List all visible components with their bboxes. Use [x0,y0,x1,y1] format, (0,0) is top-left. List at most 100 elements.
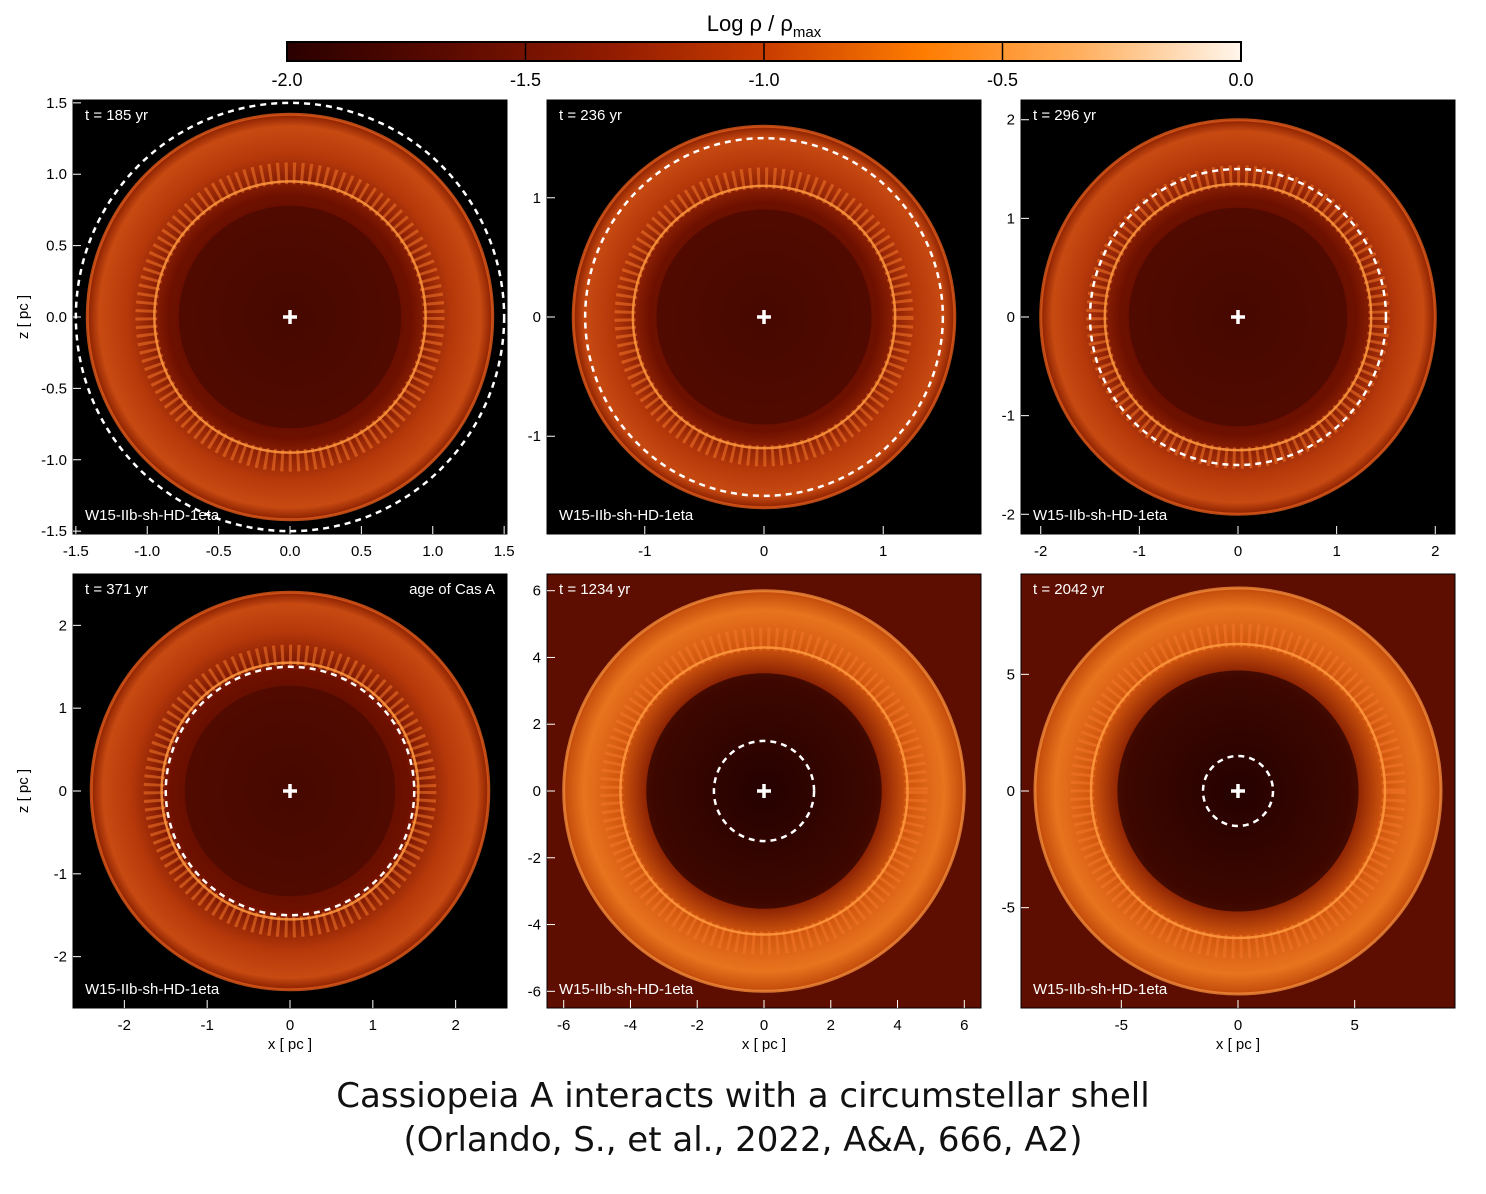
y-tick-label: -1.5 [41,523,67,540]
panel-1: t = 185 yr W15-IIb-sh-HD-1eta -1.5 -1.0 -0.5… [15,95,515,560]
y-tick-label: -6 [528,983,541,1000]
model-label: W15-IIb-sh-HD-1eta [85,981,220,998]
reverse-shock [631,184,897,450]
y-tick-label: -2 [54,949,67,966]
forward-shock [1033,586,1443,996]
x-tick-label: 1 [369,1017,377,1034]
x-tick-label: 0 [760,1017,768,1034]
x-tick-label: -5 [1115,1017,1128,1034]
y-tick-label: 4 [533,649,541,666]
y-tick-label: -2 [1002,506,1015,523]
x-tick-label: 0 [760,543,768,560]
y-tick-label: 5 [1007,666,1015,683]
x-tick-label: -2 [1034,543,1047,560]
time-label: t = 2042 yr [1033,581,1104,598]
ejecta-clumps [1070,623,1406,959]
model-label: W15-IIb-sh-HD-1eta [85,507,220,524]
x-tick-label: 0 [1234,1017,1242,1034]
shell-circle [1088,167,1388,467]
ejecta-clumps [143,644,437,938]
colorbar-tick-label: -2.0 [271,70,302,90]
shell-circle [1201,754,1275,828]
colorbar-label-sub: max [793,24,822,41]
x-tick-label: -2 [118,1017,131,1034]
shell-circle [583,136,945,498]
panel-6: t = 2042 yr W15-IIb-sh-HD-1eta -5 0 5 -5 0 5 x [… [1002,573,1456,1053]
time-label: t = 236 yr [559,107,622,124]
x-axis-label: x [ pc ] [1216,1036,1260,1053]
reverse-shock [1089,642,1387,940]
center-marker-icon [283,784,297,798]
x-axis-label: x [ pc ] [742,1036,786,1053]
x-tick-label: 0 [286,1017,294,1034]
y-tick-label: 2 [533,716,541,733]
figure: Log ρ / ρmax -2.0 -1.5 -1.0 -0.5 0.0 t = 185… [15,11,1456,1053]
y-axis-label: z [ pc ] [15,769,32,813]
caption-citation: (Orlando, S., et al., 2022, A&A, 666, A2… [403,1120,1083,1160]
y-tick-label: 0.0 [46,309,67,326]
x-tick-label: -0.5 [206,543,232,560]
caption-title: Cassiopeia A interacts with a circumstel… [336,1076,1150,1116]
density-map [73,574,507,1008]
y-tick-label: 1 [59,700,67,717]
time-label: t = 1234 yr [559,581,630,598]
center-marker-icon [1231,310,1245,324]
x-tick-label: 2 [1431,543,1439,560]
model-label: W15-IIb-sh-HD-1eta [1033,981,1168,998]
y-tick-label: -0.5 [41,380,67,397]
density-map [73,100,507,534]
density-map [1021,574,1455,1008]
y-tick-label: 0 [533,783,541,800]
x-tick-label: 6 [960,1017,968,1034]
y-tick-label: 0 [59,783,67,800]
age-label: age of Cas A [409,581,495,598]
x-tick-label: -1 [201,1017,214,1034]
y-tick-label: -1 [1002,408,1015,425]
y-tick-label: 6 [533,583,541,600]
y-tick-label: 2 [1007,112,1015,129]
y-tick-label: 1.0 [46,166,67,183]
shell-circle [712,739,816,843]
y-tick-label: -1 [54,866,67,883]
colorbar-tick-label: -1.5 [510,70,541,90]
x-tick-label: 0 [1234,543,1242,560]
colorbar-label: Log ρ / ρmax [707,11,822,41]
ejecta-clumps [600,627,928,955]
x-tick-label: -1 [638,543,651,560]
forward-shock [89,590,491,992]
x-axis-label: x [ pc ] [268,1036,312,1053]
y-axis-label: z [ pc ] [15,295,32,339]
reverse-shock [160,661,420,921]
forward-shock [571,124,957,510]
y-tick-label: 1 [533,190,541,207]
x-tick-label: 2 [451,1017,459,1034]
x-tick-label: 1 [879,543,887,560]
x-tick-label: 1.0 [422,543,443,560]
reverse-shock [153,180,427,454]
y-tick-label: -1.0 [41,452,67,469]
center-marker-icon [757,310,771,324]
panel-2: t = 236 yr W15-IIb-sh-HD-1eta -1 0 1 -1 0 1 [528,99,982,560]
time-label: t = 185 yr [85,107,148,124]
colorbar-tick-label: 0.0 [1228,70,1253,90]
x-tick-label: 4 [893,1017,901,1034]
y-tick-label: 0.5 [46,238,67,255]
x-tick-label: -6 [557,1017,570,1034]
forward-shock [562,589,966,993]
colorbar-ticks: -2.0 -1.5 -1.0 -0.5 0.0 [271,42,1254,90]
ejecta-clumps [614,167,914,467]
colorbar-tick-label: -0.5 [987,70,1018,90]
x-tick-label: -1.5 [63,543,89,560]
model-label: W15-IIb-sh-HD-1eta [559,507,694,524]
y-tick-label: 2 [59,617,67,634]
y-tick-label: 0 [1007,309,1015,326]
density-map [1021,100,1455,534]
ejecta-clumps [1086,165,1390,469]
ejecta-clumps [135,162,445,472]
x-tick-label: 2 [827,1017,835,1034]
x-tick-label: 5 [1350,1017,1358,1034]
y-tick-label: -1 [528,428,541,445]
x-tick-label: -4 [624,1017,637,1034]
center-marker-icon [757,784,771,798]
y-tick-label: -5 [1002,900,1015,917]
